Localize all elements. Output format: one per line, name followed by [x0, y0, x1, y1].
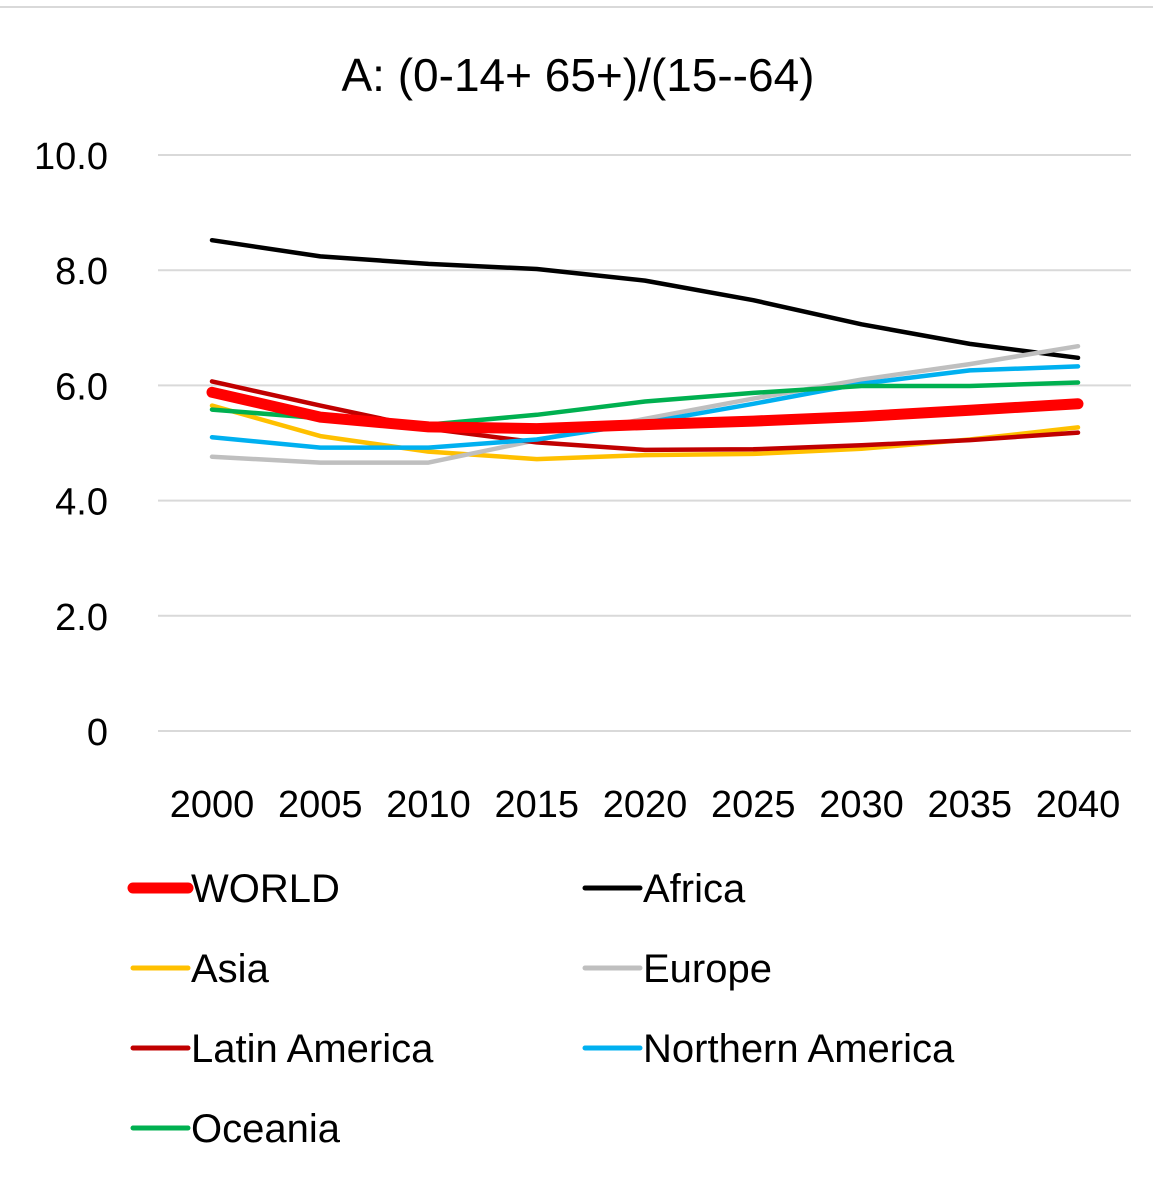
x-tick-label: 2025 — [711, 784, 796, 826]
x-tick-label: 2035 — [927, 784, 1012, 826]
legend-label: Northern America — [643, 1027, 955, 1071]
legend-label: WORLD — [191, 867, 340, 911]
legend-label: Oceania — [191, 1107, 341, 1151]
legend-label: Latin America — [191, 1027, 434, 1071]
x-tick-label: 2040 — [1036, 784, 1121, 826]
legend-label: Africa — [643, 867, 746, 911]
legend-item-latin-america: Latin America — [130, 1027, 434, 1071]
y-tick-label: 2.0 — [55, 597, 108, 639]
x-tick-label: 2020 — [603, 784, 688, 826]
chart-title: A: (0-14+ 65+)/(15--64) — [341, 49, 814, 101]
y-tick-label: 6.0 — [55, 366, 108, 408]
x-tick-label: 2000 — [170, 784, 255, 826]
x-tick-label: 2015 — [494, 784, 579, 826]
y-tick-label: 8.0 — [55, 251, 108, 293]
y-axis-ticks: 0 2.0 4.0 6.0 8.0 10.0 — [34, 136, 108, 754]
legend-item-asia: Asia — [130, 947, 270, 991]
x-tick-label: 2010 — [386, 784, 471, 826]
legend-item-europe: Europe — [582, 947, 772, 991]
x-axis-ticks: 2000 2005 2010 2015 2020 2025 2030 2035 2040 — [170, 784, 1121, 826]
legend-label: Europe — [643, 947, 772, 991]
y-tick-label: 4.0 — [55, 482, 108, 524]
series-line-europe — [209, 343, 1081, 465]
legend-item-world: WORLD — [127, 867, 340, 911]
legend-item-africa: Africa — [582, 867, 746, 911]
y-tick-label: 0 — [87, 712, 108, 754]
x-tick-label: 2005 — [278, 784, 363, 826]
legend: WORLD Africa Asia Europe Latin America Northe… — [127, 867, 955, 1151]
legend-label: Asia — [191, 947, 270, 991]
series-line-latin-america — [209, 379, 1081, 453]
legend-item-oceania: Oceania — [130, 1107, 341, 1151]
y-tick-label: 10.0 — [34, 136, 108, 178]
series-lines — [206, 237, 1084, 465]
legend-item-northern-america: Northern America — [582, 1027, 955, 1071]
series-line-africa — [209, 237, 1081, 361]
x-tick-label: 2030 — [819, 784, 904, 826]
gridlines — [158, 154, 1131, 732]
series-line-world — [206, 386, 1084, 435]
